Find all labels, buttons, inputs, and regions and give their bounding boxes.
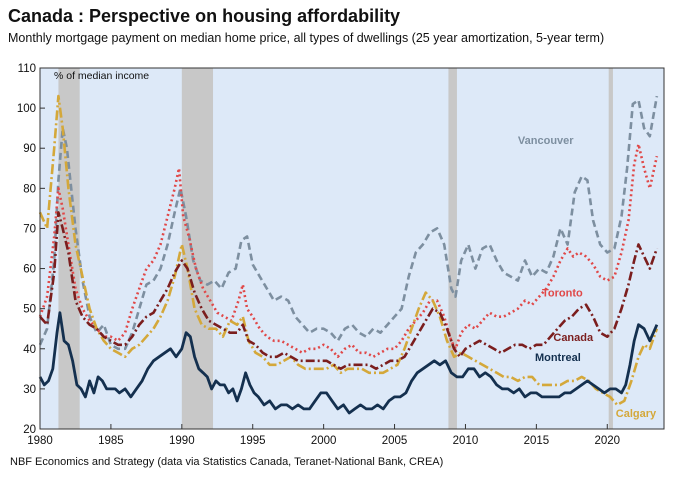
plot-frame	[39, 67, 665, 430]
axis-ticks: 20 30 40 50 60 70 80 90 100 110 1980 1985 1990 1995 20…	[17, 63, 620, 447]
source-note: NBF Economics and Strategy (data via Sta…	[10, 456, 444, 468]
series-label-toronto: Toronto	[542, 288, 583, 300]
series-label-calgary: Calgary	[616, 408, 657, 420]
plot-background	[40, 68, 664, 429]
y-tick-label: 60	[23, 264, 36, 276]
x-tick-label: 2020	[594, 435, 620, 447]
y-tick-label: 20	[23, 424, 36, 436]
chart-subtitle: Monthly mortgage payment on median home …	[8, 31, 605, 45]
x-tick-label: 2010	[453, 435, 479, 447]
series-line-vancouver	[38, 95, 659, 351]
recession-band	[608, 68, 613, 429]
y-tick-label: 100	[17, 103, 36, 115]
y-tick-label: 40	[23, 344, 36, 356]
y-tick-label: 70	[23, 223, 36, 235]
series-line-montreal	[38, 311, 659, 415]
y-tick-label: 80	[23, 183, 36, 195]
series-lines	[38, 94, 659, 415]
x-tick-label: 1990	[169, 435, 195, 447]
x-tick-label: 2005	[382, 435, 408, 447]
x-tick-label: 2000	[311, 435, 337, 447]
series-line-calgary	[38, 94, 659, 407]
x-tick-label: 1985	[98, 435, 124, 447]
chart-title: Canada : Perspective on housing affordab…	[8, 6, 401, 26]
series-label-vancouver: Vancouver	[518, 135, 574, 147]
series-label-montreal: Montreal	[535, 352, 581, 364]
y-tick-label: 50	[23, 304, 36, 316]
y-tick-label: 30	[23, 384, 36, 396]
series-labels: Vancouver Toronto Canada Montreal Calgary	[518, 135, 657, 420]
y-tick-label: 110	[18, 63, 36, 75]
x-tick-label: 1995	[240, 435, 266, 447]
x-tick-label: 2015	[524, 435, 550, 447]
recession-band	[448, 68, 457, 429]
y-tick-label: 90	[23, 143, 36, 155]
series-line-canada	[39, 211, 659, 371]
recession-band	[181, 68, 214, 429]
y-axis-label: % of median income	[54, 70, 149, 82]
x-tick-label: 1980	[27, 435, 53, 447]
series-label-canada: Canada	[553, 332, 594, 344]
series-line-toronto	[38, 142, 659, 359]
